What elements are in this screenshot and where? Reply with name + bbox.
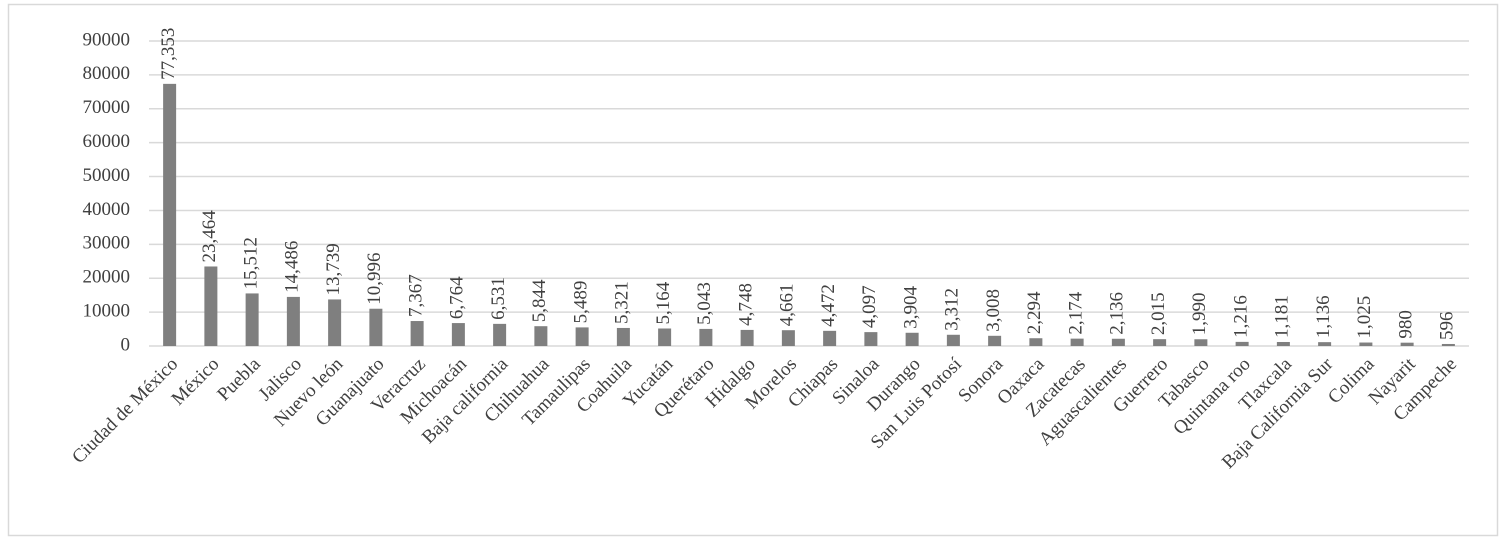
value-label: 15,512 — [240, 237, 261, 289]
bar — [781, 330, 795, 346]
value-label: 1,136 — [1313, 295, 1334, 338]
bar — [575, 327, 589, 346]
value-label: 4,748 — [735, 283, 756, 326]
bar — [616, 327, 630, 346]
bar — [1441, 343, 1455, 346]
value-label: 13,739 — [323, 243, 344, 295]
bar — [286, 296, 300, 346]
value-label: 5,043 — [694, 282, 715, 325]
y-tick-label: 0 — [121, 334, 131, 355]
bar — [864, 332, 878, 346]
y-tick-label: 90000 — [83, 29, 131, 50]
value-label: 1,990 — [1189, 293, 1210, 336]
value-label: 14,486 — [282, 241, 303, 293]
bar — [1318, 342, 1332, 346]
value-label: 6,764 — [447, 276, 468, 319]
value-label: 4,097 — [859, 285, 880, 328]
bar — [1029, 338, 1043, 346]
bar — [451, 323, 465, 346]
bar — [1111, 338, 1125, 346]
bar — [1194, 339, 1208, 346]
value-label: 6,531 — [488, 277, 509, 320]
bar — [163, 83, 177, 346]
bar — [1400, 342, 1414, 346]
bar — [823, 330, 837, 346]
y-tick-label: 50000 — [83, 165, 131, 186]
bar — [1276, 341, 1290, 346]
bar — [740, 329, 754, 346]
value-label: 2,174 — [1065, 291, 1086, 334]
y-tick-label: 40000 — [83, 199, 131, 220]
value-label: 3,904 — [900, 286, 921, 329]
value-label: 7,367 — [405, 274, 426, 317]
value-label: 3,312 — [942, 288, 963, 331]
value-label: 1,025 — [1354, 296, 1375, 339]
value-label: 5,844 — [529, 279, 550, 322]
value-label: 5,489 — [570, 281, 591, 324]
bar — [534, 326, 548, 346]
value-label: 5,321 — [612, 281, 633, 324]
bar — [328, 299, 342, 346]
bar — [1153, 339, 1167, 346]
value-label: 3,008 — [983, 289, 1004, 332]
bar — [699, 328, 713, 346]
value-label: 4,661 — [777, 283, 798, 326]
value-label: 10,996 — [364, 252, 385, 304]
value-label: 5,164 — [653, 281, 674, 324]
y-tick-label: 80000 — [83, 63, 131, 84]
bar — [410, 321, 424, 346]
value-label: 980 — [1395, 310, 1416, 339]
y-tick-label: 20000 — [83, 267, 131, 288]
value-label: 2,136 — [1107, 292, 1128, 335]
value-label: 596 — [1437, 311, 1458, 340]
bar — [658, 328, 672, 346]
bar — [1235, 341, 1249, 346]
bar — [245, 293, 259, 346]
y-tick-label: 10000 — [83, 300, 131, 321]
y-tick-label: 70000 — [83, 97, 131, 118]
bar — [946, 334, 960, 346]
value-label: 23,464 — [199, 210, 220, 263]
value-label: 2,015 — [1148, 292, 1169, 335]
value-label: 77,353 — [158, 28, 179, 80]
bar — [905, 332, 919, 346]
bar — [988, 335, 1002, 346]
value-label: 1,216 — [1230, 295, 1251, 338]
bar — [1359, 342, 1373, 346]
bar — [493, 323, 507, 346]
y-tick-label: 60000 — [83, 131, 131, 152]
value-label: 2,294 — [1024, 291, 1045, 334]
value-label: 4,472 — [818, 284, 839, 327]
bar — [204, 266, 218, 346]
value-label: 1,181 — [1272, 295, 1293, 338]
y-tick-label: 30000 — [83, 233, 131, 254]
bar — [369, 308, 383, 346]
chart-frame — [7, 3, 1499, 537]
bar — [1070, 338, 1084, 346]
